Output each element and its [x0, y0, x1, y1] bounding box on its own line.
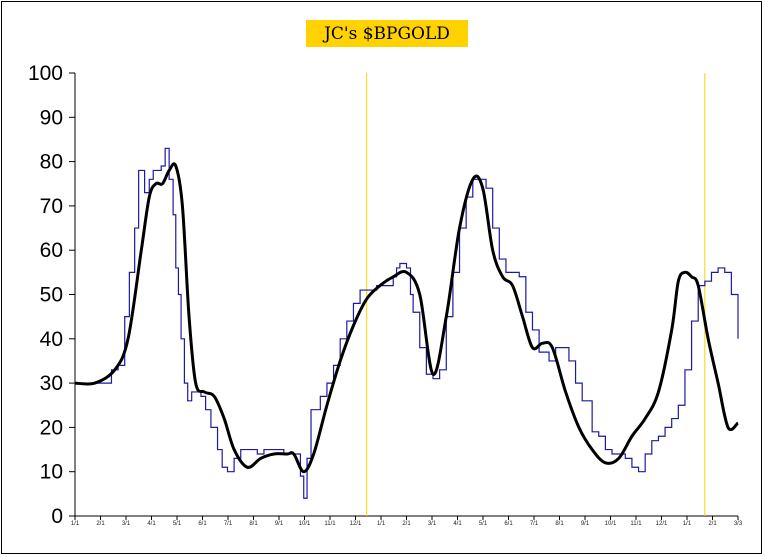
x-tick-label: 9/1: [275, 521, 284, 527]
y-tick-label: 100: [28, 62, 63, 85]
y-tick-label: 40: [40, 328, 63, 351]
x-tick-label: 11/1: [324, 521, 336, 527]
y-tick-label: 80: [40, 151, 63, 174]
x-tick-label: 7/1: [224, 521, 233, 527]
x-tick-label: 2/1: [402, 521, 411, 527]
x-tick-label: 1/1: [683, 521, 692, 527]
x-tick-label: 4/1: [147, 521, 156, 527]
x-tick-label: 4/1: [453, 521, 462, 527]
x-axis-ticks: 1/1 2/1 3/1 4/1 5/1 6/1 7/1 8/1 9/1 10/1 11/1 12/1 1…: [71, 516, 743, 527]
x-tick-label: 11/1: [630, 521, 642, 527]
x-tick-label: 3/3: [734, 521, 743, 527]
x-tick-label: 1/1: [71, 521, 80, 527]
x-tick-label: 12/1: [350, 521, 362, 527]
y-tick-label: 90: [40, 106, 63, 129]
x-tick-label: 3/1: [428, 521, 437, 527]
chart-title: JC's $BPGOLD: [324, 23, 450, 44]
axes: [74, 73, 738, 517]
x-tick-label: 6/1: [198, 521, 207, 527]
x-tick-label: 2/1: [96, 521, 105, 527]
x-tick-label: 12/1: [656, 521, 668, 527]
x-tick-label: 2/1: [708, 521, 717, 527]
smoothed-series-line: [74, 162, 739, 474]
chart-title-box: JC's $BPGOLD: [306, 20, 468, 47]
x-tick-label: 10/1: [605, 521, 617, 527]
x-tick-label: 8/1: [249, 521, 258, 527]
y-tick-label: 10: [40, 461, 63, 484]
y-tick-label: 60: [40, 239, 63, 262]
y-tick-label: 0: [51, 505, 63, 528]
year-separators: [366, 73, 706, 516]
x-tick-label: 5/1: [479, 521, 488, 527]
y-tick-label: 30: [40, 372, 63, 395]
x-tick-label: 3/1: [122, 521, 131, 527]
x-tick-label: 9/1: [581, 521, 590, 527]
series-layer: [74, 147, 739, 499]
y-tick-label: 70: [40, 195, 63, 218]
x-tick-label: 1/1: [377, 521, 386, 527]
x-tick-label: 10/1: [299, 521, 311, 527]
raw-series-line: [75, 147, 739, 499]
x-tick-label: 5/1: [173, 521, 182, 527]
x-tick-label: 8/1: [555, 521, 564, 527]
x-tick-label: 7/1: [530, 521, 539, 527]
x-tick-label: 6/1: [504, 521, 513, 527]
y-axis-ticks: 0 10 20 30 40 50 60 70 80 90 100: [28, 62, 75, 528]
y-tick-label: 50: [40, 284, 63, 307]
y-tick-label: 20: [40, 416, 63, 439]
